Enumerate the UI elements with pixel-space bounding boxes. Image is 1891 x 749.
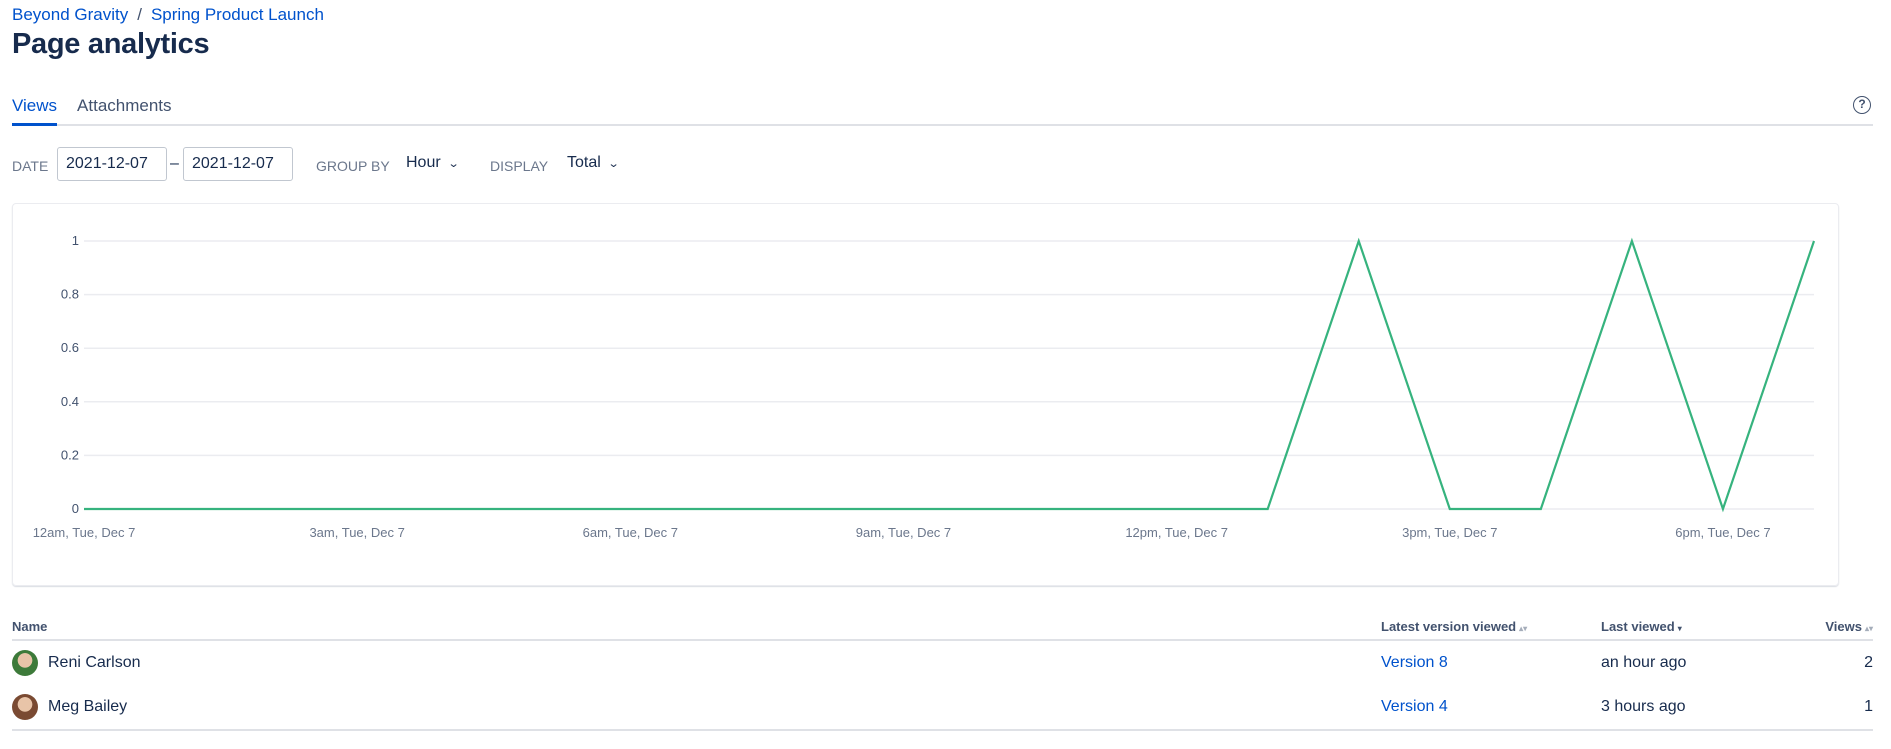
chart-card: 0 0.2 0.4 0.6 0.8 1 12am, Tue, Dec 7 3am, Tue, … bbox=[12, 203, 1839, 586]
x-tick-label: 12am, Tue, Dec 7 bbox=[33, 525, 136, 540]
y-tick-label: 0.6 bbox=[61, 340, 79, 355]
breadcrumb-separator: / bbox=[137, 5, 142, 24]
avatar bbox=[12, 694, 38, 720]
table-header-divider bbox=[12, 639, 1873, 641]
tab-bar: Views Attachments bbox=[12, 94, 1873, 126]
date-separator: – bbox=[170, 155, 179, 172]
date-from-input[interactable] bbox=[57, 147, 167, 181]
sort-desc-icon: ▾ bbox=[1677, 624, 1682, 633]
x-tick-label: 9am, Tue, Dec 7 bbox=[856, 525, 951, 540]
group-by-value: Hour bbox=[406, 154, 441, 171]
x-tick-label: 12pm, Tue, Dec 7 bbox=[1125, 525, 1228, 540]
y-tick-label: 0.4 bbox=[61, 394, 79, 409]
display-dropdown[interactable]: Total ⌄ bbox=[567, 154, 620, 172]
breadcrumb-space-link[interactable]: Beyond Gravity bbox=[12, 5, 129, 24]
tab-attachments[interactable]: Attachments bbox=[77, 96, 172, 115]
date-to-input[interactable] bbox=[183, 147, 293, 181]
column-header-label: Latest version viewed bbox=[1381, 619, 1517, 634]
group-by-dropdown[interactable]: Hour ⌄ bbox=[406, 154, 460, 172]
user-name: Meg Bailey bbox=[48, 698, 128, 715]
date-label: DATE bbox=[12, 158, 49, 174]
question-circle-icon[interactable]: ? bbox=[1853, 96, 1871, 114]
column-header-last-viewed[interactable]: Last viewed ▾ bbox=[1601, 619, 1682, 634]
table-row: Reni Carlson Version 8 an hour ago 2 bbox=[12, 642, 1873, 686]
column-header-version[interactable]: Latest version viewed ▴▾ bbox=[1381, 619, 1527, 634]
y-tick-label: 0.8 bbox=[61, 287, 79, 302]
x-tick-label: 3am, Tue, Dec 7 bbox=[309, 525, 404, 540]
x-tick-label: 6am, Tue, Dec 7 bbox=[583, 525, 678, 540]
y-tick-label: 0 bbox=[72, 501, 79, 516]
views-count: 1 bbox=[1864, 698, 1873, 715]
last-viewed: an hour ago bbox=[1601, 654, 1687, 671]
column-header-label: Views bbox=[1825, 619, 1862, 634]
display-label: DISPLAY bbox=[490, 158, 549, 174]
x-tick-label: 3pm, Tue, Dec 7 bbox=[1402, 525, 1497, 540]
views-line-chart: 0 0.2 0.4 0.6 0.8 1 12am, Tue, Dec 7 3am, Tue, … bbox=[33, 233, 1816, 540]
group-by-label: GROUP BY bbox=[316, 158, 390, 174]
series-line bbox=[84, 237, 1816, 513]
avatar bbox=[12, 650, 38, 676]
sort-icon: ▴▾ bbox=[1519, 624, 1528, 633]
chevron-down-icon: ⌄ bbox=[447, 158, 460, 170]
tab-views[interactable]: Views bbox=[12, 94, 58, 126]
chevron-down-icon: ⌄ bbox=[607, 158, 620, 170]
y-tick-label: 0.2 bbox=[61, 447, 79, 462]
y-tick-label: 1 bbox=[72, 233, 79, 248]
user-name: Reni Carlson bbox=[48, 654, 141, 671]
views-count: 2 bbox=[1864, 654, 1873, 671]
page-title: Page analytics bbox=[12, 28, 210, 60]
display-value: Total bbox=[567, 154, 601, 171]
x-tick-label: 6pm, Tue, Dec 7 bbox=[1675, 525, 1770, 540]
column-header-views[interactable]: Views ▴▾ bbox=[1825, 619, 1873, 634]
table-row: Meg Bailey Version 4 3 hours ago 1 bbox=[12, 686, 1873, 730]
breadcrumb: Beyond Gravity / Spring Product Launch bbox=[12, 5, 324, 25]
version-link[interactable]: Version 8 bbox=[1381, 654, 1448, 671]
column-header-name[interactable]: Name bbox=[12, 619, 48, 634]
last-viewed: 3 hours ago bbox=[1601, 698, 1686, 715]
breadcrumb-page-link[interactable]: Spring Product Launch bbox=[150, 5, 324, 24]
sort-icon: ▴▾ bbox=[1864, 624, 1873, 633]
table-bottom-divider bbox=[12, 729, 1873, 731]
version-link[interactable]: Version 4 bbox=[1381, 698, 1448, 715]
column-header-label: Last viewed bbox=[1601, 619, 1675, 634]
